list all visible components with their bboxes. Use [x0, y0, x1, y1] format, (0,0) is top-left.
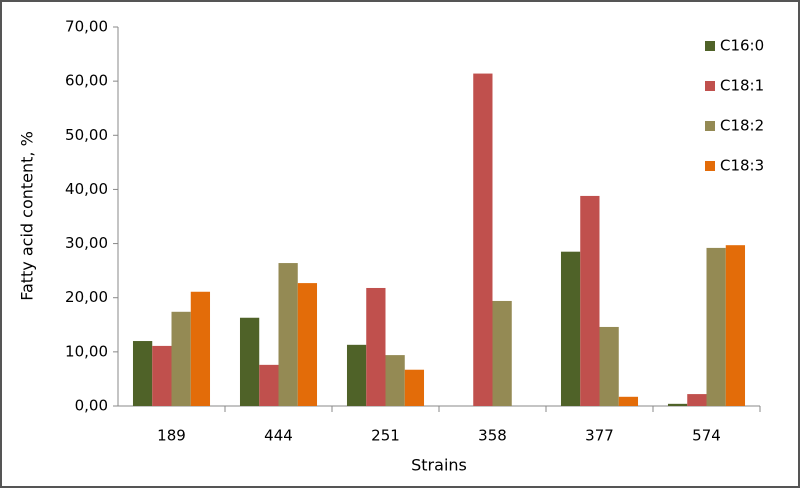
y-tick-label: 20,00: [65, 288, 108, 306]
bar: [492, 300, 512, 406]
bar: [297, 283, 318, 406]
y-axis-title: Fatty acid content, %: [18, 131, 37, 301]
bar: [385, 355, 405, 406]
legend-swatch: [705, 161, 715, 171]
x-axis-title: Strains: [411, 456, 467, 475]
y-tick-label: 30,00: [65, 234, 108, 252]
bar: [366, 287, 386, 406]
y-tick-label: 60,00: [65, 72, 108, 90]
legend-swatch: [705, 41, 715, 51]
x-tick-label: 377: [585, 427, 614, 445]
bar: [667, 403, 688, 406]
bar: [190, 291, 211, 406]
bar: [132, 341, 153, 406]
bar: [259, 364, 279, 406]
bar: [687, 394, 707, 406]
bar: [560, 251, 581, 406]
bar: [618, 396, 639, 406]
bar: [580, 195, 600, 406]
bar: [725, 245, 746, 406]
x-tick-label: 189: [157, 427, 186, 445]
legend-swatch: [705, 81, 715, 91]
legend-label: C18:2: [720, 117, 764, 135]
y-tick-label: 10,00: [65, 342, 108, 360]
y-tick-label: 70,00: [65, 18, 108, 36]
bar: [346, 344, 367, 406]
bar: [152, 345, 172, 406]
x-tick-label: 251: [371, 427, 400, 445]
legend-swatch: [705, 121, 715, 131]
y-tick-label: 50,00: [65, 126, 108, 144]
legend-label: C18:3: [720, 157, 764, 175]
y-tick-label: 0,00: [75, 397, 108, 415]
bar: [239, 317, 260, 406]
x-tick-label: 444: [264, 427, 293, 445]
x-tick-label: 574: [692, 427, 721, 445]
x-tick-label: 358: [478, 427, 507, 445]
bar: [404, 369, 425, 406]
bar: [278, 263, 298, 406]
legend-label: C16:0: [720, 37, 764, 55]
bar: [473, 73, 493, 406]
y-tick-label: 40,00: [65, 180, 108, 198]
bar: [171, 311, 191, 406]
bar: [599, 326, 619, 406]
legend-label: C18:1: [720, 77, 764, 95]
bar: [706, 247, 726, 406]
